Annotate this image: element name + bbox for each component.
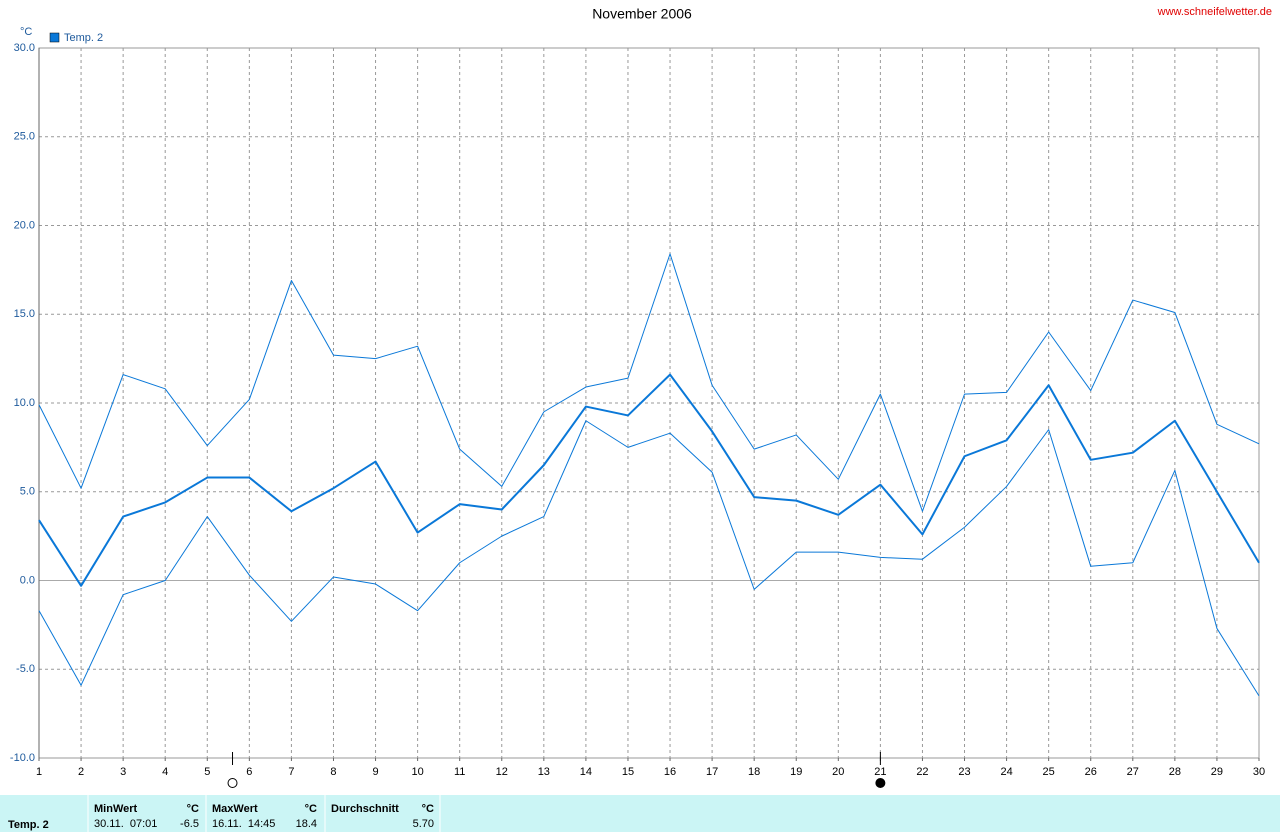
y-tick-label: 20.0 bbox=[14, 219, 35, 231]
moon-marker bbox=[875, 778, 886, 788]
x-tick-label: 28 bbox=[1169, 766, 1181, 778]
x-tick-label: 15 bbox=[622, 766, 634, 778]
x-tick-label: 29 bbox=[1211, 766, 1223, 778]
x-tick-label: 8 bbox=[330, 766, 336, 778]
chart-title: November 2006 bbox=[592, 6, 692, 22]
x-tick-label: 18 bbox=[748, 766, 760, 778]
x-tick-label: 9 bbox=[372, 766, 378, 778]
y-tick-label: 5.0 bbox=[20, 486, 35, 498]
y-tick-label: -5.0 bbox=[16, 663, 35, 675]
x-tick-label: 5 bbox=[204, 766, 210, 778]
legend-label: Temp. 2 bbox=[64, 32, 103, 44]
x-tick-label: 30 bbox=[1253, 766, 1265, 778]
stats-cell: 16.11. 14:45 bbox=[212, 818, 275, 830]
stats-header: MinWert bbox=[94, 803, 138, 815]
stats-cell: -6.5 bbox=[180, 818, 199, 830]
x-tick-label: 24 bbox=[1000, 766, 1012, 778]
stats-table: Temp. 2 MinWert °C MaxWert °C Durchschni… bbox=[8, 795, 441, 832]
x-tick-label: 7 bbox=[288, 766, 294, 778]
series-line bbox=[38, 420, 1260, 697]
legend-swatch bbox=[49, 32, 60, 43]
y-unit: °C bbox=[20, 26, 32, 38]
source: www.schneifelwetter.de bbox=[1157, 6, 1272, 18]
x-tick-label: 22 bbox=[916, 766, 928, 778]
moon-marker bbox=[227, 778, 238, 788]
stats-cell: 5.70 bbox=[413, 818, 434, 830]
x-tick-label: 12 bbox=[496, 766, 508, 778]
stats-header: °C bbox=[187, 803, 199, 815]
stats-header: Durchschnitt bbox=[331, 803, 399, 815]
x-tick-label: 3 bbox=[120, 766, 126, 778]
x-tick-label: 1 bbox=[36, 766, 42, 778]
y-tick-label: 0.0 bbox=[20, 574, 35, 586]
y-tick-label: 30.0 bbox=[14, 42, 35, 54]
y-tick-label: 25.0 bbox=[14, 131, 35, 143]
series-line bbox=[38, 253, 1260, 512]
x-tick-label: 6 bbox=[246, 766, 252, 778]
x-tick-label: 25 bbox=[1043, 766, 1055, 778]
x-tick-label: 17 bbox=[706, 766, 718, 778]
x-tick-label: 19 bbox=[790, 766, 802, 778]
x-tick-label: 21 bbox=[874, 766, 886, 778]
x-tick-label: 4 bbox=[162, 766, 168, 778]
stats-series: Temp. 2 bbox=[8, 819, 49, 831]
x-tick-label: 14 bbox=[580, 766, 592, 778]
x-tick-label: 2 bbox=[78, 766, 84, 778]
y-tick-label: 15.0 bbox=[14, 308, 35, 320]
x-tick-label: 11 bbox=[454, 766, 465, 778]
x-tick-label: 16 bbox=[664, 766, 676, 778]
x-tick-label: 10 bbox=[411, 766, 423, 778]
stats-header: MaxWert bbox=[212, 803, 258, 815]
x-tick-label: 13 bbox=[538, 766, 550, 778]
y-tick-label: -10.0 bbox=[10, 752, 35, 764]
x-tick-label: 20 bbox=[832, 766, 844, 778]
stats-background bbox=[0, 795, 1280, 832]
x-tick-label: 23 bbox=[958, 766, 970, 778]
x-tick-label: 26 bbox=[1085, 766, 1097, 778]
stats-cell: 30.11. 07:01 bbox=[94, 818, 157, 830]
stats-cell: 18.4 bbox=[296, 818, 317, 830]
series-line bbox=[38, 373, 1260, 587]
y-tick-label: 10.0 bbox=[14, 397, 35, 409]
x-tick-label: 27 bbox=[1127, 766, 1139, 778]
stats-header: °C bbox=[305, 803, 317, 815]
stats-header: °C bbox=[422, 803, 434, 815]
